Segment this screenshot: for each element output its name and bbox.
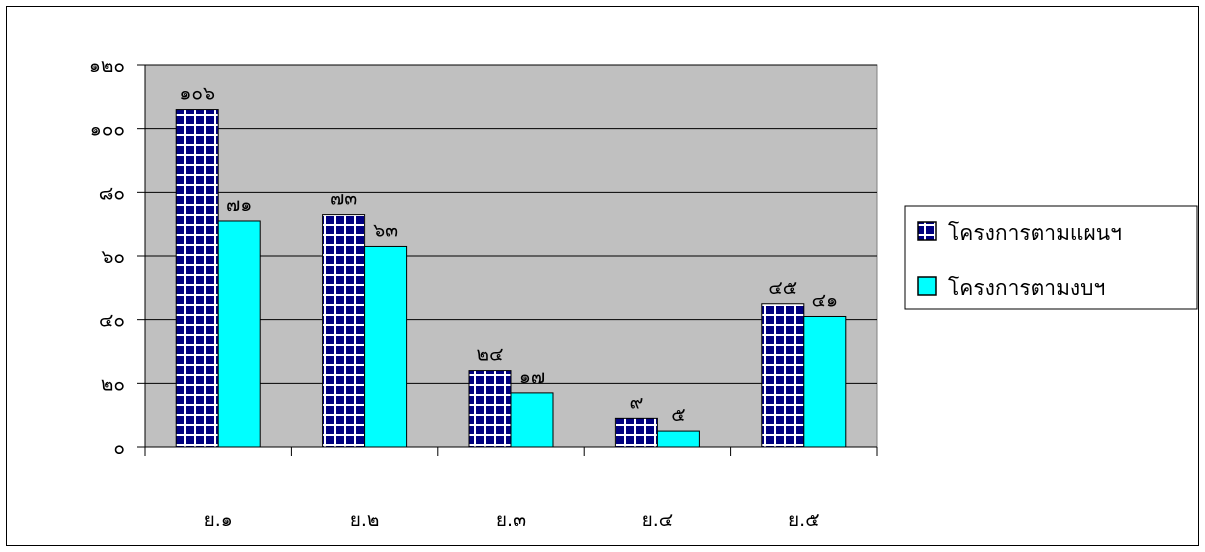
bar-budget	[510, 392, 554, 448]
legend-label-budget: โครงการตามงบฯ	[948, 276, 1105, 300]
x-tick-label: ย.๑	[204, 509, 233, 531]
legend-swatch-budget	[917, 276, 937, 296]
data-label: ๔๑	[812, 289, 838, 311]
data-label: ๙	[629, 391, 643, 413]
y-tick-label: ๐	[113, 437, 125, 459]
y-tick-label: ๔๐	[99, 310, 125, 332]
bar-plan	[322, 214, 366, 448]
y-tick-label: ๒๐	[101, 373, 125, 395]
bar-budget	[803, 315, 847, 448]
legend-swatch-plan	[917, 221, 937, 241]
legend-label-plan: โครงการตามแผนฯ	[948, 221, 1122, 245]
data-label: ๑๐๖	[179, 83, 215, 105]
data-label: ๔๕	[768, 277, 797, 299]
x-tick-label: ย.๒	[350, 509, 380, 531]
x-tick-label: ย.๕	[788, 509, 820, 531]
bars	[175, 109, 847, 448]
data-label: ๗๓	[330, 188, 357, 210]
data-label: ๑๗	[519, 366, 545, 388]
legend-box	[904, 205, 1198, 310]
bar-plan	[761, 303, 805, 448]
y-tick-label: ๑๐๐	[90, 119, 125, 141]
bar-plan	[614, 417, 658, 448]
data-label: ๒๔	[477, 344, 504, 366]
y-tick-label: ๘๐	[99, 182, 125, 204]
x-tick-label: ย.๔	[642, 509, 674, 531]
data-label: ๕	[671, 404, 685, 426]
legend: โครงการตามแผนฯ โครงการตามงบฯ	[904, 205, 1198, 310]
axes	[137, 64, 878, 456]
bar-budget	[364, 245, 408, 448]
y-tick-labels: ๐ ๒๐ ๔๐ ๖๐ ๘๐ ๑๐๐ ๑๒๐	[89, 55, 125, 459]
x-tick-labels: ย.๑ ย.๒ ย.๓ ย.๔ ย.๕	[204, 509, 820, 531]
gridlines	[145, 64, 877, 384]
bar-plan	[175, 109, 219, 448]
y-tick-label: ๑๒๐	[89, 55, 125, 77]
bar-plan	[468, 370, 512, 448]
bar-budget	[656, 430, 700, 448]
bar-budget	[217, 220, 261, 448]
x-tick-label: ย.๓	[496, 509, 526, 531]
data-label: ๗๑	[226, 194, 252, 216]
y-tick-label: ๖๐	[101, 246, 125, 268]
data-label: ๖๓	[373, 219, 398, 241]
